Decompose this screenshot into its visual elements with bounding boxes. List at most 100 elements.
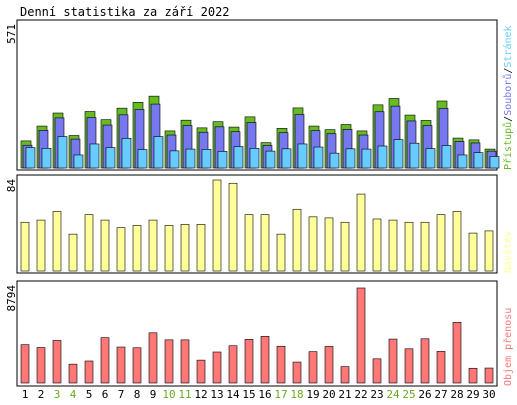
day-label-19: 19 — [306, 388, 319, 401]
pages-bar — [233, 146, 244, 169]
visits-bar — [292, 208, 302, 272]
day-label-15: 15 — [242, 388, 255, 401]
panel-frame — [16, 280, 498, 387]
pages-bar — [281, 148, 292, 169]
chart-panels: 571Přístupů/Souborů/Stránek84Návštěv8794… — [5, 19, 514, 387]
panel-frame — [16, 19, 498, 171]
pages-bar — [265, 150, 276, 169]
legend-entry: / — [503, 116, 514, 122]
day-label-7: 7 — [118, 388, 125, 401]
pages-bar — [89, 143, 100, 169]
traffic-bar — [484, 367, 494, 384]
traffic-bar — [196, 359, 206, 384]
pages-bar — [361, 148, 372, 169]
pages-bar — [169, 150, 180, 169]
visits-bar — [116, 227, 126, 272]
visits-bar — [68, 233, 78, 272]
pages-bar — [345, 148, 356, 169]
traffic-bar — [116, 346, 126, 384]
traffic-bar — [340, 366, 350, 384]
day-label-21: 21 — [338, 388, 351, 401]
pages-bar — [57, 136, 68, 169]
legend-entry: / — [503, 68, 514, 74]
pages-bar — [249, 148, 260, 169]
visits-bar — [20, 221, 30, 272]
panel-visits: 84 Návštěv — [5, 174, 514, 274]
pages-bar — [473, 152, 484, 169]
day-label-25: 25 — [402, 388, 415, 401]
traffic-bar — [100, 337, 110, 384]
legend-visits: Návštěv — [502, 231, 514, 273]
y-max-label: 8794 — [5, 285, 18, 312]
visits-bar — [100, 219, 110, 272]
day-label-9: 9 — [150, 388, 157, 401]
visits-bar — [420, 221, 430, 272]
x-axis-day-labels: 1 2 3 4 5 6 7 8 9 10 11 12 13 14 15 16 17 18 19 20 21 22 23 24 2… — [22, 388, 496, 401]
pages-bar — [121, 138, 132, 169]
visits-bar — [196, 224, 206, 272]
day-label-10: 10 — [162, 388, 175, 401]
visits-bar — [452, 211, 462, 272]
day-label-12: 12 — [194, 388, 207, 401]
traffic-bar — [164, 339, 174, 384]
pages-bar — [153, 136, 164, 169]
legend-entry: Souborů — [502, 74, 514, 116]
pages-bar — [25, 147, 36, 169]
legend-entry: Návštěv — [502, 231, 514, 273]
legend-traffic: Objem přenosu — [502, 308, 514, 386]
day-label-8: 8 — [134, 388, 141, 401]
visits-bar — [372, 218, 382, 272]
traffic-bar — [180, 339, 190, 384]
traffic-bar — [148, 332, 158, 384]
visits-bar — [308, 216, 318, 272]
pages-bar — [409, 142, 420, 169]
day-label-22: 22 — [354, 388, 367, 401]
traffic-bar — [244, 339, 254, 384]
day-label-3: 3 — [54, 388, 61, 401]
traffic-bar — [20, 344, 30, 384]
traffic-bar — [212, 351, 222, 384]
pages-bar — [441, 145, 452, 169]
pages-bar — [105, 147, 116, 169]
visits-bar — [484, 230, 494, 272]
pages-bar — [73, 154, 84, 169]
y-max-label: 84 — [5, 179, 18, 193]
traffic-bar — [452, 322, 462, 384]
legend-entry: Přístupů — [502, 122, 514, 170]
traffic-bar — [372, 358, 382, 384]
visits-bar — [36, 219, 46, 272]
pages-bar — [185, 148, 196, 169]
visits-bar — [244, 214, 254, 272]
pages-bar — [457, 154, 468, 169]
visits-bar — [84, 214, 94, 272]
traffic-bar — [36, 347, 46, 384]
traffic-bar — [436, 351, 446, 384]
pages-bar — [489, 156, 500, 169]
legend-entry: Objem přenosu — [502, 308, 514, 386]
day-label-30: 30 — [482, 388, 495, 401]
pages-bar — [313, 146, 324, 169]
chart-title: Denní statistika za září 2022 — [20, 5, 230, 19]
day-label-20: 20 — [322, 388, 335, 401]
traffic-bar — [276, 345, 286, 384]
panel-frame — [16, 174, 498, 274]
y-max-label: 571 — [5, 24, 18, 44]
day-label-17: 17 — [274, 388, 287, 401]
visits-bar — [164, 225, 174, 272]
traffic-bar — [308, 351, 318, 384]
day-label-28: 28 — [450, 388, 463, 401]
traffic-bar — [324, 346, 334, 384]
traffic-bar — [420, 338, 430, 384]
visits-bar — [212, 179, 222, 272]
visits-bar — [340, 221, 350, 272]
visits-bar — [324, 217, 334, 272]
pages-bar — [217, 151, 228, 169]
visits-bar — [404, 221, 414, 272]
visits-bar — [180, 224, 190, 272]
traffic-bar — [388, 338, 398, 384]
pages-bar — [201, 149, 212, 169]
traffic-bar — [260, 336, 270, 384]
day-label-29: 29 — [466, 388, 479, 401]
